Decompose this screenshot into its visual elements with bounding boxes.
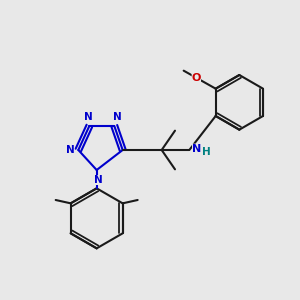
Text: N: N bbox=[84, 112, 92, 122]
Text: N: N bbox=[113, 112, 122, 122]
Text: O: O bbox=[192, 73, 201, 83]
Text: H: H bbox=[202, 147, 211, 157]
Text: N: N bbox=[94, 175, 102, 185]
Text: N: N bbox=[66, 145, 74, 155]
Text: N: N bbox=[192, 144, 201, 154]
